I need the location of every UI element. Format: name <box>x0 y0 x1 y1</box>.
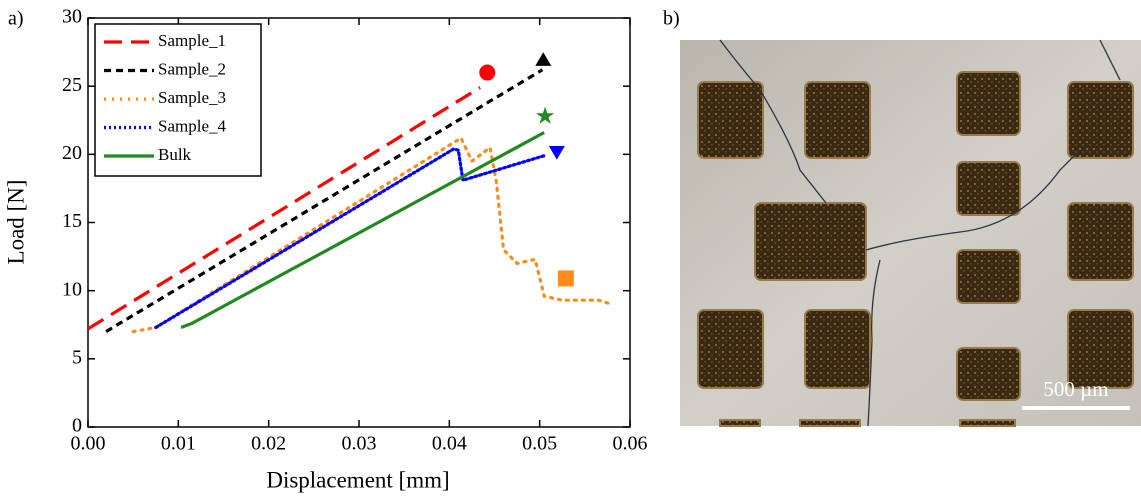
y-tick-label: 10 <box>62 278 82 300</box>
y-tick-label: 5 <box>72 346 82 368</box>
end-marker <box>557 270 574 287</box>
legend-label: Sample_3 <box>158 88 226 107</box>
y-tick-label: 20 <box>62 142 82 164</box>
x-axis-label: Displacement [mm] <box>266 467 449 492</box>
panel-label: b) <box>663 8 680 30</box>
x-tick-label: 0.05 <box>522 433 557 455</box>
x-tick-label: 0.03 <box>342 433 377 455</box>
legend-label: Sample_2 <box>158 59 226 78</box>
legend-label: Bulk <box>158 145 192 164</box>
x-tick-label: 0.00 <box>71 433 106 455</box>
end-marker <box>548 146 565 160</box>
micrograph: 500 µm <box>680 39 1141 427</box>
x-tick-label: 0.04 <box>432 433 467 455</box>
end-marker <box>535 52 552 66</box>
series-line <box>154 147 546 330</box>
series-line <box>180 131 545 329</box>
legend-label: Sample_4 <box>158 116 226 135</box>
series-line <box>87 86 481 331</box>
x-tick-label: 0.02 <box>251 433 286 455</box>
y-tick-label: 15 <box>62 210 82 232</box>
y-tick-label: 0 <box>72 415 82 437</box>
legend-box <box>94 23 262 177</box>
x-tick-label: 0.06 <box>613 433 648 455</box>
end-marker <box>535 106 555 124</box>
scale-bar-label: 500 µm <box>1043 377 1108 401</box>
y-tick-label: 30 <box>62 6 82 28</box>
end-marker <box>479 64 496 81</box>
series-line <box>105 68 544 333</box>
x-tick-label: 0.01 <box>161 433 196 455</box>
legend-label: Sample_1 <box>158 31 226 50</box>
y-tick-label: 25 <box>62 74 82 96</box>
panel-label: a) <box>8 8 24 30</box>
y-axis-label: Load [N] <box>3 180 28 265</box>
